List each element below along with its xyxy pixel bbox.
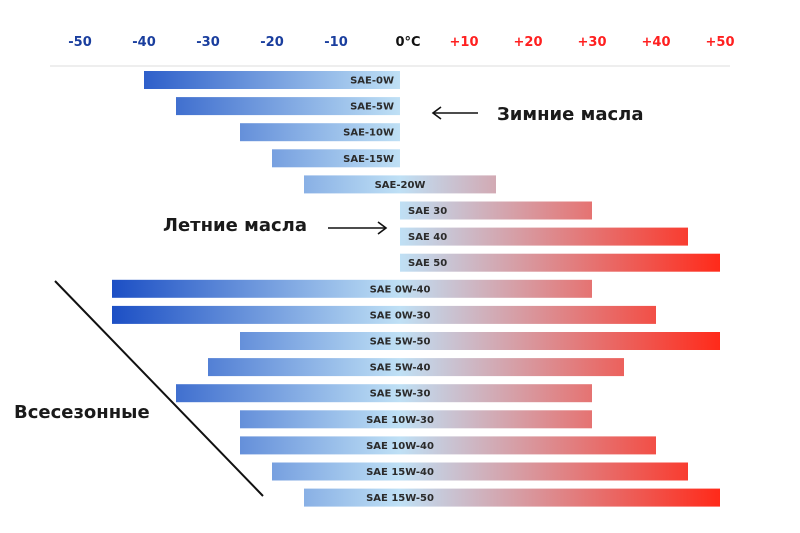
range-bar <box>400 201 592 220</box>
x-tick-label: -10 <box>324 35 348 50</box>
range-bar-label: SAE 15W-40 <box>366 467 434 478</box>
x-tick-label: +40 <box>642 35 671 50</box>
range-bar <box>400 227 688 246</box>
summer-annotation: Летние масла <box>163 215 388 236</box>
x-tick-label: +10 <box>450 35 479 50</box>
range-bar-label: SAE 5W-40 <box>370 363 431 374</box>
x-tick-label: +20 <box>514 35 543 50</box>
range-bar-label: SAE 0W-30 <box>370 310 431 321</box>
range-bar <box>112 305 656 324</box>
range-bar <box>112 279 592 298</box>
x-tick-label: -50 <box>68 35 92 50</box>
summer-arrow-head <box>377 221 388 235</box>
allseason-annotation: Всесезонные <box>14 280 264 497</box>
x-axis-ticks: -50 -40 -30 -20 -10 0°C +10 +20 +30 +40 +50 <box>68 35 734 50</box>
range-bar-label: SAE 50 <box>408 258 447 269</box>
range-bar-label: SAE 0W-40 <box>370 284 431 295</box>
winter-oils-label: Зимние масла <box>497 104 644 125</box>
x-tick-label: -30 <box>196 35 220 50</box>
x-tick-label: -40 <box>132 35 156 50</box>
range-bar-label: SAE 30 <box>408 206 447 217</box>
range-bar-label: SAE 5W-30 <box>370 389 431 400</box>
range-bar-label: SAE 15W-50 <box>366 493 434 504</box>
range-bar <box>208 358 624 377</box>
range-bar <box>304 175 496 194</box>
range-bar <box>272 149 400 168</box>
x-tick-label: -20 <box>260 35 284 50</box>
range-bar-label: SAE 5W-50 <box>370 337 431 348</box>
summer-oils-label: Летние масла <box>163 215 307 236</box>
range-bar <box>240 436 656 455</box>
range-bar <box>144 71 400 89</box>
range-bar <box>176 97 400 116</box>
bars-group: SAE-0W SAE-5W SAE-10W SAE-15W SAE-20W SAE 30 S… <box>112 71 720 507</box>
range-bar <box>272 462 688 481</box>
range-bar-label: SAE-5W <box>350 102 394 113</box>
x-tick-label: +30 <box>578 35 607 50</box>
range-bar-label: SAE 10W-40 <box>366 441 434 452</box>
range-bar <box>240 123 400 142</box>
x-tick-label: 0°C <box>395 35 420 50</box>
range-bar-label: SAE 10W-30 <box>366 415 434 426</box>
range-bar-label: SAE-20W <box>375 180 426 191</box>
allseason-divider-line <box>54 280 264 497</box>
range-bar-label: SAE-0W <box>350 76 394 87</box>
range-bar <box>304 488 720 507</box>
winter-annotation: Зимние масла <box>431 104 644 125</box>
range-bar <box>400 253 720 272</box>
x-tick-label: +50 <box>706 35 735 50</box>
range-bar <box>240 332 720 350</box>
range-bar-label: SAE 40 <box>408 232 447 243</box>
range-bar-label: SAE-15W <box>343 154 394 165</box>
range-bar <box>240 410 592 429</box>
allseason-oils-label: Всесезонные <box>14 402 150 423</box>
range-bar <box>176 384 592 403</box>
winter-arrow-head <box>431 106 442 120</box>
range-bar-label: SAE-10W <box>343 128 394 139</box>
